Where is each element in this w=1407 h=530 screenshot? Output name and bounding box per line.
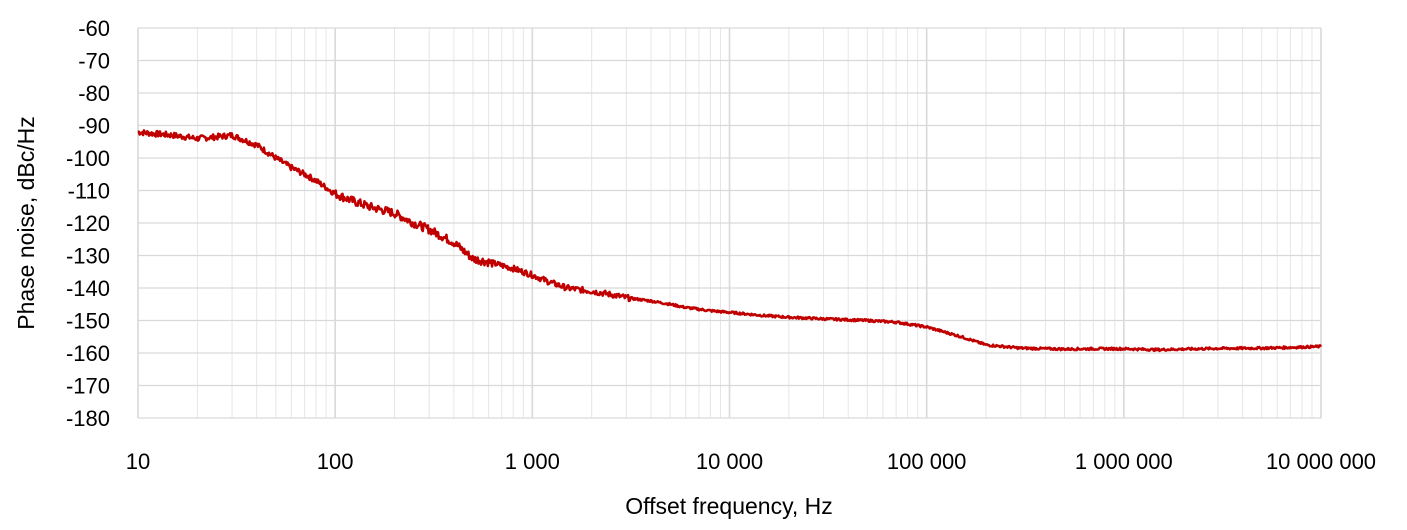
y-axis-title: Phase noise, dBc/Hz xyxy=(13,116,39,330)
y-tick-label: -100 xyxy=(66,146,110,171)
y-tick-label: -90 xyxy=(78,114,110,139)
y-tick-label: -70 xyxy=(78,49,110,74)
x-tick-label: 1 000 000 xyxy=(1075,449,1173,474)
y-tick-label: -160 xyxy=(66,341,110,366)
x-tick-label: 10 000 000 xyxy=(1266,449,1376,474)
y-axis-tick-labels: -60 -70 -80 -90 -100 -110 -120 -130 -140 -150 -160… xyxy=(66,16,110,431)
y-tick-label: -180 xyxy=(66,406,110,431)
x-tick-label: 100 000 xyxy=(887,449,967,474)
y-tick-label: -60 xyxy=(78,16,110,41)
x-tick-label: 1 000 xyxy=(505,449,560,474)
series-lines xyxy=(137,129,1323,353)
y-tick-label: -130 xyxy=(66,244,110,269)
x-tick-label: 10 xyxy=(126,449,150,474)
y-tick-label: -140 xyxy=(66,276,110,301)
x-tick-label: 100 xyxy=(317,449,354,474)
y-tick-label: -110 xyxy=(68,179,110,204)
x-axis-tick-labels: 10 100 1 000 10 000 100 000 1 000 000 10 000 0… xyxy=(126,449,1376,474)
x-axis-title: Offset frequency, Hz xyxy=(625,493,833,519)
y-tick-label: -120 xyxy=(66,211,110,236)
phase-noise-series-line xyxy=(137,129,1323,353)
y-tick-label: -170 xyxy=(66,374,110,399)
y-tick-label: -80 xyxy=(78,81,110,106)
y-tick-label: -150 xyxy=(66,309,110,334)
x-tick-label: 10 000 xyxy=(696,449,763,474)
